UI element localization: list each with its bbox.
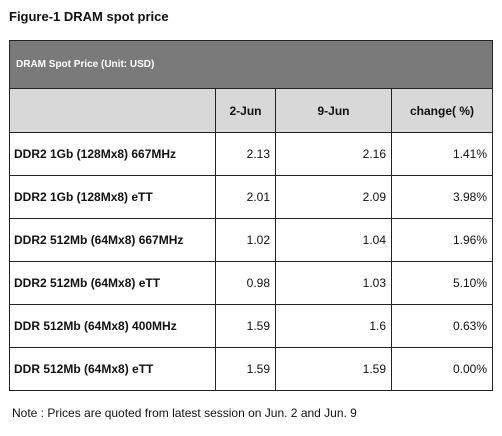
table-row: DDR2 512Mb (64Mx8) eTT 0.98 1.03 5.10% [9, 261, 494, 305]
row-name: DDR 512Mb (64Mx8) eTT [9, 347, 216, 391]
row-jun9: 2.09 [275, 175, 392, 219]
header-empty-cell [9, 88, 216, 133]
table-row: DDR 512Mb (64Mx8) 400MHz 1.59 1.6 0.63% [9, 304, 494, 348]
row-jun9: 1.6 [275, 304, 392, 348]
row-jun2: 1.59 [215, 304, 276, 348]
table-caption-row: DRAM Spot Price (Unit: USD) [8, 40, 494, 89]
header-jun9: 9-Jun [275, 88, 392, 133]
row-jun2: 1.02 [215, 218, 276, 262]
header-jun2: 2-Jun [215, 88, 276, 133]
row-jun9: 1.03 [275, 261, 392, 305]
row-name: DDR2 512Mb (64Mx8) eTT [9, 261, 216, 305]
table-caption: DRAM Spot Price (Unit: USD) [8, 40, 494, 89]
row-change: 0.00% [390, 347, 494, 391]
table-row: DDR2 512Mb (64Mx8) 667MHz 1.02 1.04 1.96… [9, 218, 494, 262]
table-row: DDR 512Mb (64Mx8) eTT 1.59 1.59 0.00% [9, 347, 494, 391]
row-change: 1.96% [390, 218, 494, 262]
row-change: 1.41% [390, 132, 494, 176]
row-jun2: 2.13 [215, 132, 276, 176]
row-jun2: 0.98 [215, 261, 276, 305]
row-name: DDR2 1Gb (128Mx8) 667MHz [9, 132, 216, 176]
row-name: DDR 512Mb (64Mx8) 400MHz [9, 304, 216, 348]
row-name: DDR2 1Gb (128Mx8) eTT [9, 175, 216, 219]
row-change: 5.10% [390, 261, 494, 305]
row-jun2: 2.01 [215, 175, 276, 219]
figure-title: Figure-1 DRAM spot price [9, 9, 169, 24]
header-change: change( %) [390, 88, 494, 133]
row-jun9: 2.16 [275, 132, 392, 176]
row-name: DDR2 512Mb (64Mx8) 667MHz [9, 218, 216, 262]
row-jun9: 1.04 [275, 218, 392, 262]
row-change: 3.98% [390, 175, 494, 219]
table-row: DDR2 1Gb (128Mx8) 667MHz 2.13 2.16 1.41% [9, 132, 494, 176]
dram-price-table: DRAM Spot Price (Unit: USD) 2-Jun 9-Jun … [8, 40, 494, 391]
row-change: 0.63% [390, 304, 494, 348]
row-jun2: 1.59 [215, 347, 276, 391]
row-jun9: 1.59 [275, 347, 392, 391]
table-header-row: 2-Jun 9-Jun change( %) [9, 88, 494, 133]
table-row: DDR2 1Gb (128Mx8) eTT 2.01 2.09 3.98% [9, 175, 494, 219]
footnote: Note : Prices are quoted from latest ses… [12, 406, 357, 420]
